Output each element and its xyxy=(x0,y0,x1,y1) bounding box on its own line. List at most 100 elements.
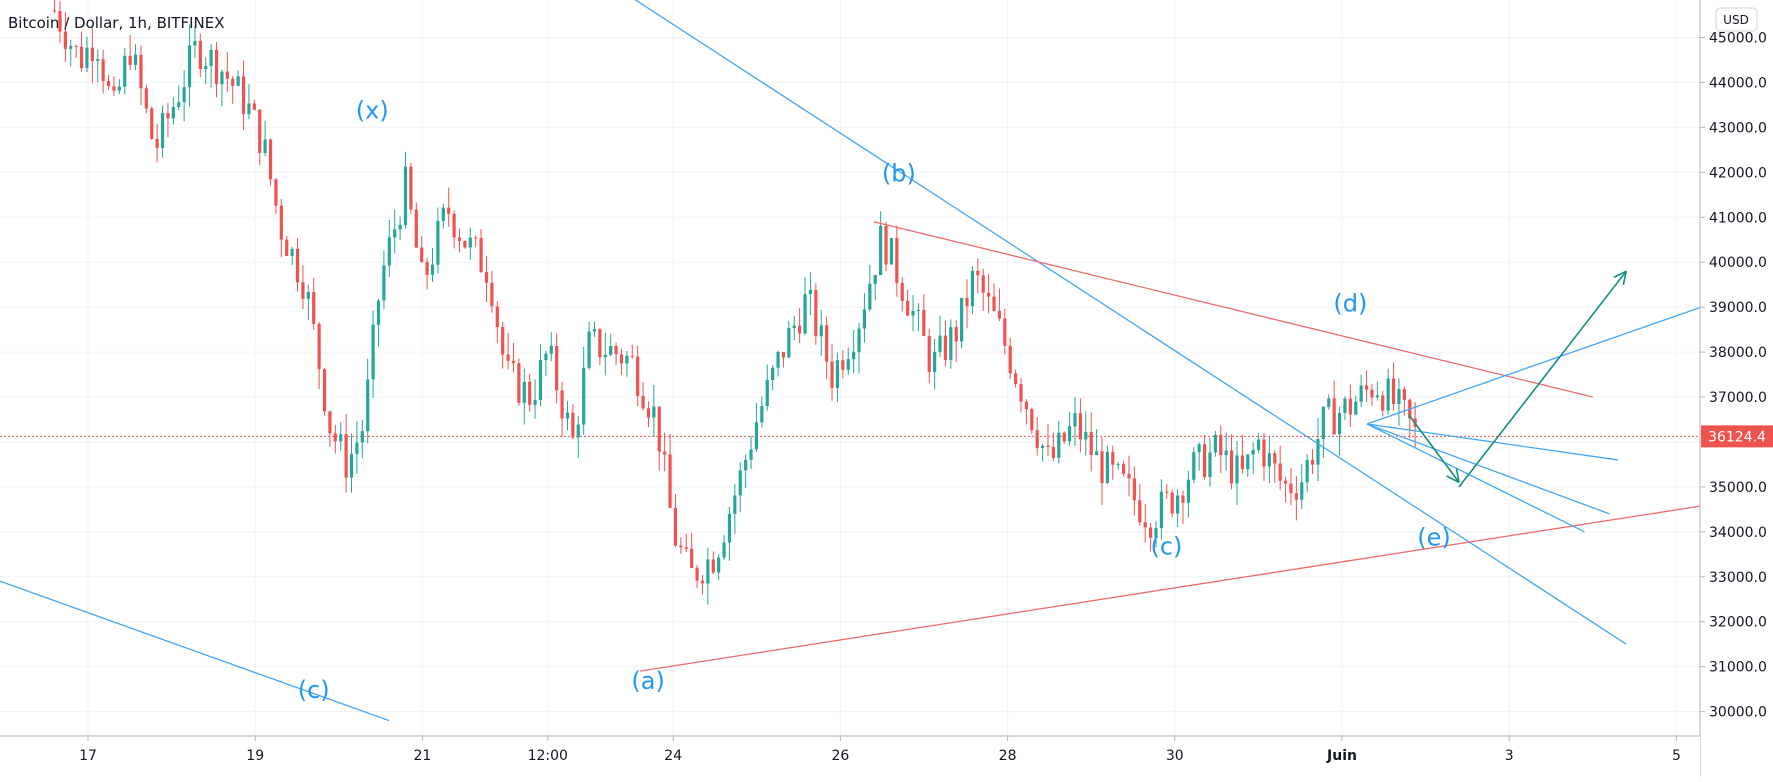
candle-body xyxy=(1402,389,1406,400)
candle-body xyxy=(150,108,154,139)
trend-line xyxy=(1366,423,1585,533)
candle-body xyxy=(906,300,910,316)
candle-body xyxy=(63,31,67,49)
candle-body xyxy=(101,59,105,82)
candle-body xyxy=(976,270,980,276)
arrow-head xyxy=(1622,271,1628,286)
candle-body xyxy=(403,166,408,225)
candle-body xyxy=(711,559,715,573)
candle-body xyxy=(290,248,294,256)
candle-body xyxy=(744,459,748,471)
trend-line xyxy=(0,580,390,722)
candle-body xyxy=(673,507,678,546)
price-axis-background xyxy=(1700,0,1773,777)
candle-body xyxy=(1289,483,1293,494)
candle-body xyxy=(139,54,143,89)
candle-body xyxy=(1127,473,1131,479)
candle-body xyxy=(1159,491,1163,529)
candle-body xyxy=(447,207,451,214)
drawings xyxy=(0,0,1773,722)
candle-body xyxy=(555,345,559,391)
candle-body xyxy=(1229,450,1234,484)
candle-body xyxy=(587,331,591,368)
candle-body xyxy=(619,354,624,364)
candle-body xyxy=(166,112,170,119)
candle-body xyxy=(231,78,235,86)
candle-body xyxy=(733,495,737,514)
candle-body xyxy=(193,40,197,46)
candle-body xyxy=(1148,527,1153,538)
candle-body xyxy=(803,294,807,334)
candle-body xyxy=(1100,451,1104,483)
candle-body xyxy=(598,329,602,358)
candle-body xyxy=(1224,450,1228,456)
candle-body xyxy=(382,265,386,301)
candle-body xyxy=(144,88,148,109)
candle-body xyxy=(339,434,343,442)
candle-body xyxy=(1186,479,1190,503)
candle-body xyxy=(187,45,192,88)
candle-body xyxy=(376,300,381,325)
candle-body xyxy=(317,323,321,370)
time-tick-label: 28 xyxy=(999,748,1017,764)
candle-body xyxy=(641,395,645,409)
candle-body xyxy=(1208,452,1212,478)
candle-body xyxy=(700,580,705,584)
candle-body xyxy=(852,352,856,360)
candle-body xyxy=(1132,478,1136,501)
price-tick-label: 39000.0 xyxy=(1709,300,1767,316)
candle-body xyxy=(123,55,127,87)
trend-line xyxy=(634,0,1627,645)
candle-body xyxy=(679,545,683,548)
time-tick-label: 24 xyxy=(664,748,682,764)
candle-body xyxy=(787,328,791,358)
candle-body xyxy=(160,112,165,148)
candle-body xyxy=(52,10,57,12)
candle-body xyxy=(636,356,640,396)
candle-body xyxy=(479,237,483,273)
candle-body xyxy=(1143,522,1147,528)
candle-body xyxy=(484,272,489,283)
candle-body xyxy=(198,40,202,70)
currency-badge[interactable]: USD xyxy=(1715,7,1758,32)
candle-body xyxy=(1240,455,1244,470)
candle-body xyxy=(204,66,208,70)
candle-body xyxy=(1030,409,1034,431)
candle-body xyxy=(781,351,786,358)
candle-body xyxy=(420,247,424,262)
candle-body xyxy=(1170,492,1174,514)
candle-body xyxy=(1235,455,1239,484)
wave-label: (x) xyxy=(356,96,389,124)
candle-body xyxy=(722,542,726,558)
candle-body xyxy=(879,225,883,276)
candle-body xyxy=(533,400,537,405)
candle-body xyxy=(1337,413,1342,435)
wave-label: (a) xyxy=(631,667,664,695)
candle-body xyxy=(328,411,332,434)
candle-body xyxy=(133,54,138,65)
candle-body xyxy=(112,86,116,91)
time-axis-background xyxy=(0,736,1700,777)
candle-body xyxy=(808,289,813,295)
candle-body xyxy=(630,355,634,357)
candle-body xyxy=(106,81,111,87)
candle-body xyxy=(933,351,937,373)
candle-body xyxy=(916,309,921,312)
time-axis[interactable]: 17 19 21 12:00 24 26 28 30 Juin 3 5 xyxy=(79,736,1681,764)
candle-body xyxy=(846,359,850,370)
candle-body xyxy=(938,335,942,352)
candle-body xyxy=(663,451,667,455)
candle-body xyxy=(117,86,121,91)
candle-body xyxy=(349,453,354,478)
price-tick-label: 38000.0 xyxy=(1709,345,1767,361)
candle-body xyxy=(603,354,607,358)
price-tick-label: 45000.0 xyxy=(1709,31,1767,47)
candle-body xyxy=(506,354,510,361)
candle-body xyxy=(1165,491,1169,493)
candle-body xyxy=(1321,406,1325,440)
last-price-box xyxy=(1701,425,1773,448)
candle-body xyxy=(430,264,435,275)
candle-body xyxy=(258,109,262,154)
